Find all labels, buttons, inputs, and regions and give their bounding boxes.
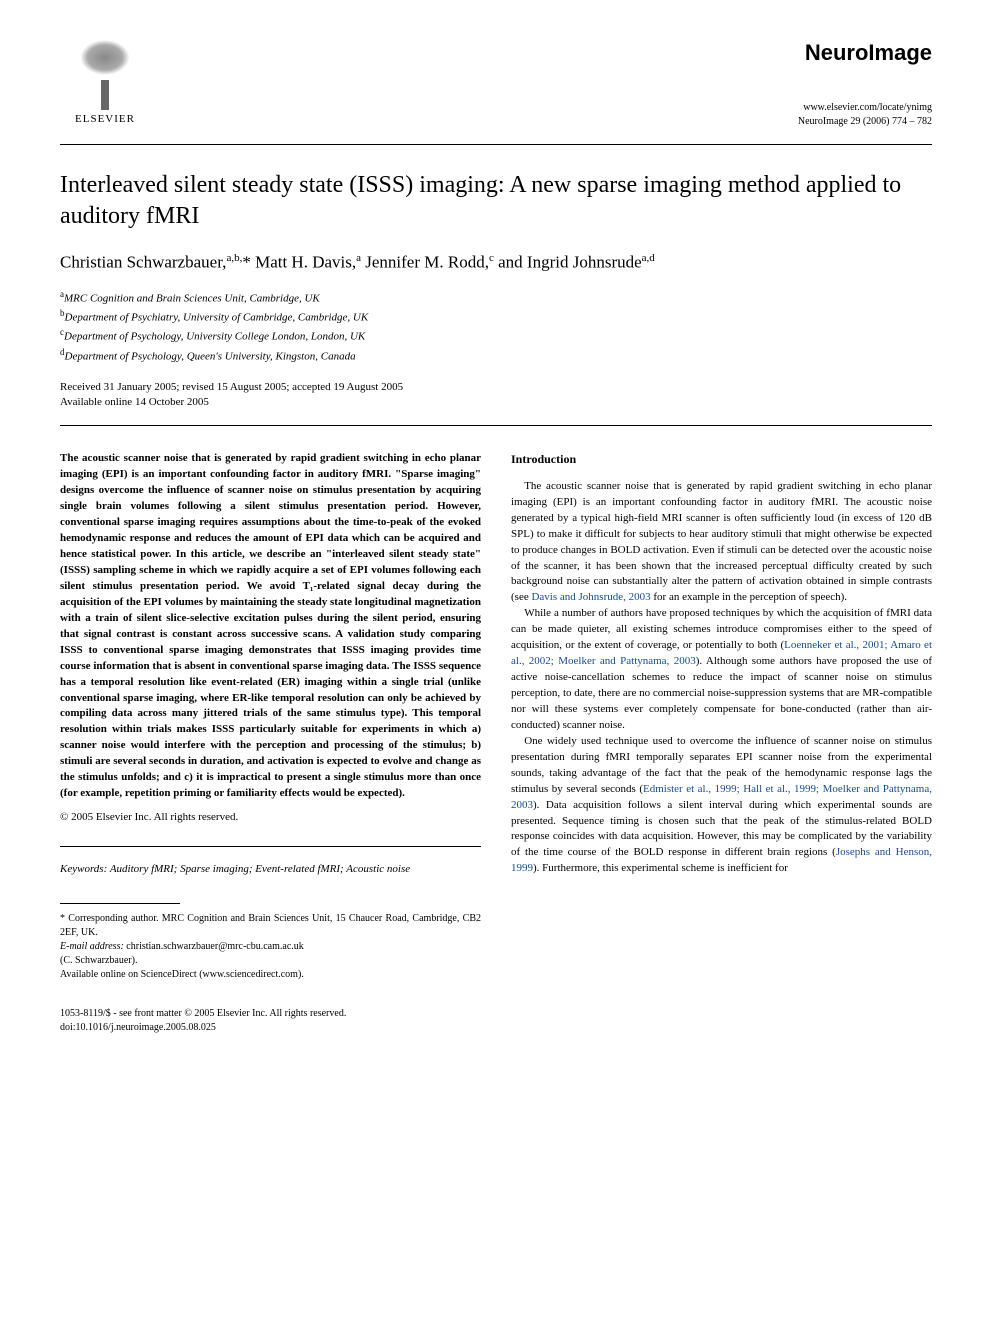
elsevier-logo-icon xyxy=(70,40,140,110)
email-address: christian.schwarzbauer@mrc-cbu.cam.ac.uk xyxy=(126,941,303,952)
footnote-separator xyxy=(60,903,180,904)
date-online: Available online 14 October 2005 xyxy=(60,395,932,410)
introduction-heading: Introduction xyxy=(511,451,932,468)
keywords-text: Auditory fMRI; Sparse imaging; Event-rel… xyxy=(110,863,410,875)
abstract-body: The acoustic scanner noise that is gener… xyxy=(60,452,481,799)
affiliation-line: cDepartment of Psychology, University Co… xyxy=(60,326,932,345)
page-header: ELSEVIER NeuroImage www.elsevier.com/loc… xyxy=(60,40,932,145)
affiliation-line: aMRC Cognition and Brain Sciences Unit, … xyxy=(60,288,932,307)
affiliation-line: dDepartment of Psychology, Queen's Unive… xyxy=(60,346,932,365)
email-label: E-mail address: xyxy=(60,941,124,952)
right-column: Introduction The acoustic scanner noise … xyxy=(511,451,932,982)
email-line: E-mail address: christian.schwarzbauer@m… xyxy=(60,940,481,954)
doi-line: doi:10.1016/j.neuroimage.2005.08.025 xyxy=(60,1021,932,1035)
abstract: The acoustic scanner noise that is gener… xyxy=(60,451,481,826)
journal-name: NeuroImage xyxy=(798,40,932,66)
journal-block: NeuroImage www.elsevier.com/locate/ynimg… xyxy=(798,40,932,129)
issn-line: 1053-8119/$ - see front matter © 2005 El… xyxy=(60,1007,932,1021)
corresponding-author: * Corresponding author. MRC Cognition an… xyxy=(60,912,481,940)
affiliations: aMRC Cognition and Brain Sciences Unit, … xyxy=(60,288,932,365)
publisher-block: ELSEVIER xyxy=(60,40,150,125)
article-dates: Received 31 January 2005; revised 15 Aug… xyxy=(60,380,932,427)
footnotes: * Corresponding author. MRC Cognition an… xyxy=(60,912,481,982)
page-footer: 1053-8119/$ - see front matter © 2005 El… xyxy=(60,1007,932,1035)
keywords-block: Keywords: Auditory fMRI; Sparse imaging;… xyxy=(60,846,481,878)
intro-para-2: While a number of authors have proposed … xyxy=(511,606,932,734)
article-title: Interleaved silent steady state (ISSS) i… xyxy=(60,170,932,232)
journal-citation: NeuroImage 29 (2006) 774 – 782 xyxy=(798,115,932,129)
keywords-label: Keywords: xyxy=(60,863,107,875)
date-received: Received 31 January 2005; revised 15 Aug… xyxy=(60,380,932,395)
journal-url: www.elsevier.com/locate/ynimg xyxy=(798,101,932,115)
publisher-name: ELSEVIER xyxy=(75,113,135,125)
content-columns: The acoustic scanner noise that is gener… xyxy=(60,451,932,982)
intro-para-3: One widely used technique used to overco… xyxy=(511,734,932,877)
intro-para-1: The acoustic scanner noise that is gener… xyxy=(511,479,932,607)
affiliation-line: bDepartment of Psychiatry, University of… xyxy=(60,307,932,326)
ref-link[interactable]: Davis and Johnsrude, 2003 xyxy=(531,591,650,603)
sciencedirect-note: Available online on ScienceDirect (www.s… xyxy=(60,968,481,982)
abstract-copyright: © 2005 Elsevier Inc. All rights reserved… xyxy=(60,810,481,826)
author-list: Christian Schwarzbauer,a,b,* Matt H. Dav… xyxy=(60,252,932,273)
email-name: (C. Schwarzbauer). xyxy=(60,954,481,968)
left-column: The acoustic scanner noise that is gener… xyxy=(60,451,481,982)
